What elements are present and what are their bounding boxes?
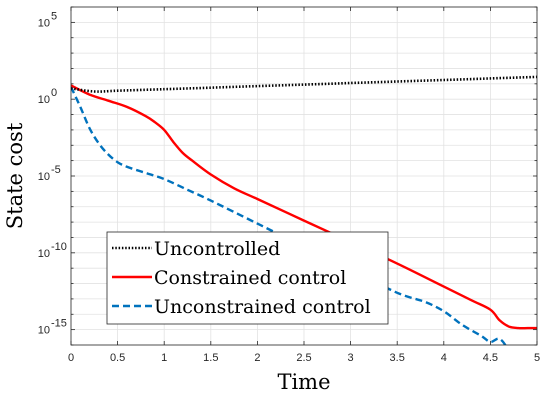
x-tick-label: 0.5 [110, 352, 125, 364]
y-tick-label: 10 [38, 171, 50, 183]
x-tick-label: 3.5 [390, 352, 405, 364]
legend: Uncontrolled Constrained control Unconstra… [106, 231, 389, 325]
series-line-constrained-control [71, 84, 537, 330]
x-tick-label: 1.5 [203, 352, 218, 364]
y-tick-exponent: -10 [51, 241, 67, 253]
x-tick-label: 4.5 [483, 352, 498, 364]
x-tick-label: 3 [348, 352, 354, 364]
x-tick-label: 1 [161, 352, 167, 364]
y-tick-exponent: -5 [51, 164, 61, 176]
series-line-uncontrolled [71, 75, 537, 93]
y-tick-exponent: 0 [51, 87, 57, 99]
x-tick-label: 0 [68, 352, 74, 364]
x-tick-label: 4 [441, 352, 447, 364]
legend-label-constrained-control: Constrained control [154, 267, 346, 289]
legend-box [106, 231, 389, 325]
tick-marks [70, 6, 538, 346]
series-line-unconstrained-control [71, 86, 507, 345]
series-layer [71, 75, 537, 345]
y-tick-label: 10 [38, 17, 50, 29]
y-tick-exponent: 5 [51, 10, 57, 22]
x-axis-title: Time [277, 370, 330, 394]
y-tick-label: 10 [38, 325, 50, 337]
y-tick-label: 10 [38, 248, 50, 260]
x-tick-label: 5 [534, 352, 540, 364]
x-tick-label: 2 [254, 352, 260, 364]
legend-label-uncontrolled: Uncontrolled [154, 238, 280, 260]
y-tick-label: 10 [38, 94, 50, 106]
y-tick-exponent: -15 [51, 318, 67, 330]
x-tick-labels: 0 0.5 1 1.5 2 2.5 3 3.5 4 4.5 5 [68, 352, 540, 364]
x-tick-label: 2.5 [296, 352, 311, 364]
legend-label-unconstrained-control: Unconstrained control [154, 296, 371, 318]
y-axis-title: State cost [3, 122, 27, 229]
